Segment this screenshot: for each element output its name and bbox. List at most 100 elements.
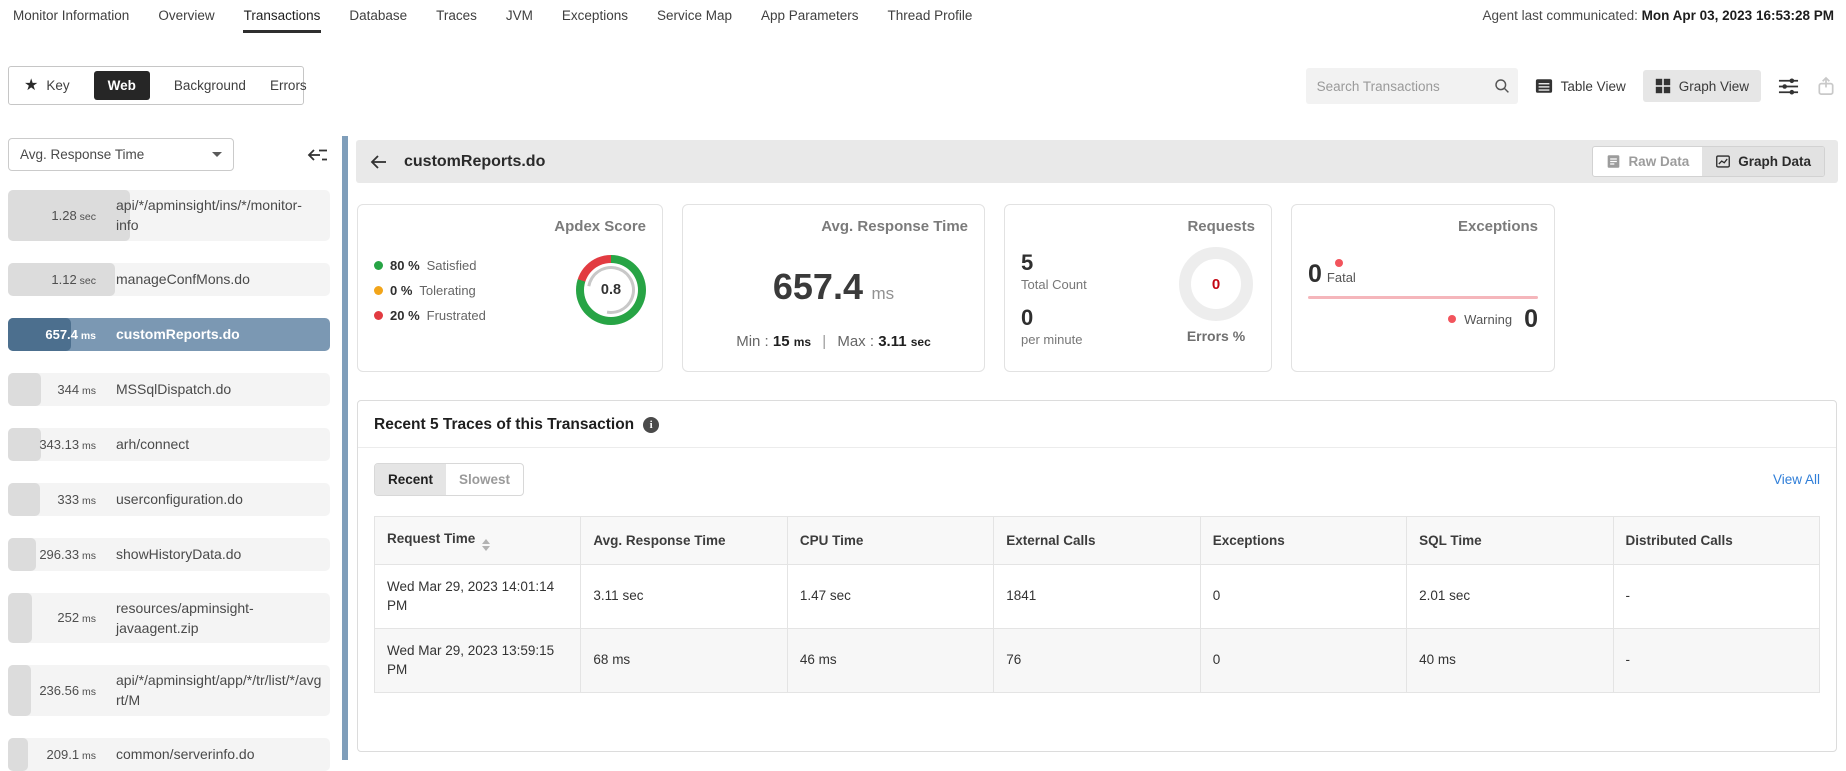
sidebar-transaction-item[interactable]: 344 ms MSSqlDispatch.do (8, 372, 330, 406)
info-icon[interactable]: i (643, 417, 660, 433)
col-sql-time[interactable]: SQL Time (1406, 516, 1614, 565)
nav-item-transactions[interactable]: Transactions (242, 0, 322, 33)
graph-data-button[interactable]: Graph Data (1702, 147, 1824, 176)
col-request-time[interactable]: Request Time (373, 516, 582, 565)
requests-per-minute-label: per minute (1021, 332, 1083, 348)
errors-gauge: 0 (1179, 247, 1253, 321)
sidebar-transaction-item[interactable]: 236.56 ms api/*/apminsight/app/*/tr/list/… (8, 665, 330, 716)
agent-timestamp: Mon Apr 03, 2023 16:53:28 PM (1641, 8, 1834, 23)
sort-by-dropdown[interactable]: Avg. Response Time (8, 138, 234, 171)
tab-recent[interactable]: Recent (375, 464, 447, 495)
tab-web[interactable]: Web (93, 71, 150, 100)
col-cpu-time[interactable]: CPU Time (786, 516, 995, 565)
sidebar-transaction-item[interactable]: 343.13 ms arh/connect (8, 427, 330, 461)
graph-view-button[interactable]: Graph View (1642, 70, 1761, 102)
apdex-score-value: 0.8 (600, 282, 622, 298)
response-time-value: 1.28 sec (51, 207, 96, 223)
response-time-bar (8, 317, 71, 351)
trace-row[interactable]: Wed Mar 29, 2023 13:59:15 PM 68 ms 46 ms 76… (373, 628, 1821, 693)
raw-data-button[interactable]: Raw Data (1593, 147, 1702, 176)
sidebar-transaction-item[interactable]: 209.1 ms common/serverinfo.do (8, 737, 330, 771)
main-detail-area: customReports.do Raw Data Graph Data Apd… (356, 140, 1838, 760)
tab-slowest[interactable]: Slowest (459, 472, 511, 487)
response-time-value: 296.33 ms (39, 546, 96, 562)
response-time-bar (8, 665, 31, 716)
nav-item-database[interactable]: Database (349, 8, 408, 23)
apdex-legend-item: 20 % Frustrated (374, 308, 562, 323)
sidebar-transaction-item[interactable]: 657.4 ms customReports.do (8, 317, 330, 351)
response-time-bar (8, 190, 130, 241)
tab-key[interactable]: ★ Key (24, 77, 70, 94)
trace-row[interactable]: Wed Mar 29, 2023 14:01:14 PM 3.11 sec 1.47… (373, 564, 1821, 629)
nav-item-thread-profile[interactable]: Thread Profile (887, 8, 973, 23)
min-unit: ms (793, 335, 812, 349)
errors-label: Errors % (1186, 328, 1246, 344)
response-time-value: 657.4 ms (45, 326, 96, 342)
trace-cell: 0 (1199, 564, 1408, 629)
response-time-value: 236.56 ms (39, 682, 96, 698)
warning-count: 0 (1524, 305, 1538, 333)
response-time-bar (8, 537, 36, 571)
sidebar-transaction-item[interactable]: 1.28 sec api/*/apminsight/ins/*/monitor-i… (8, 190, 330, 241)
trace-cell: 1841 (993, 564, 1201, 629)
response-time-bar (8, 592, 32, 644)
search-input[interactable] (1316, 78, 1494, 94)
min-label: Min : (736, 333, 769, 350)
traces-table-body: Wed Mar 29, 2023 14:01:14 PM 3.11 sec 1.47… (373, 564, 1821, 693)
response-time-value: 252 ms (57, 610, 96, 626)
nav-item-jvm[interactable]: JVM (505, 8, 533, 23)
response-time-value: 1.12 sec (51, 271, 96, 287)
nav-item-traces[interactable]: Traces (436, 8, 477, 23)
sidebar-transaction-item[interactable]: 1.12 sec manageConfMons.do (8, 262, 330, 296)
data-view-toggle: Raw Data Graph Data (1592, 146, 1825, 177)
exceptions-sparkline (1308, 296, 1538, 299)
card-title: Requests (1187, 218, 1255, 235)
apdex-legend: 80 % Satisfied 0 % Tolerating 20 % Frustrated (374, 258, 562, 323)
tab-errors[interactable]: Errors (270, 78, 307, 93)
legend-dot (374, 260, 383, 270)
nav-item-app-parameters[interactable]: App Parameters (761, 8, 859, 23)
transaction-name: api/*/apminsight/app/*/tr/list/*/avgrt/M (116, 672, 322, 709)
response-time-value: 209.1 ms (46, 746, 96, 762)
share-icon[interactable] (1816, 76, 1836, 97)
tab-background-label: Background (173, 78, 246, 93)
fatal-exceptions: 0 Fatal (1308, 259, 1538, 286)
top-nav-items: Monitor Information Overview Transactions D… (12, 0, 973, 33)
col-external-calls[interactable]: External Calls (993, 516, 1201, 565)
sidebar-transaction-item[interactable]: 252 ms resources/apminsight-javaagent.zip (8, 592, 330, 644)
nav-item-overview[interactable]: Overview (158, 8, 215, 23)
nav-item-monitor-information[interactable]: Monitor Information (13, 8, 130, 23)
tab-background[interactable]: Background (174, 78, 246, 93)
warning-label: Warning (1464, 311, 1513, 327)
card-title: Apdex Score (554, 218, 646, 235)
chevron-down-icon (212, 152, 222, 157)
collapse-sidebar-icon[interactable] (306, 145, 330, 165)
nav-item-service-map[interactable]: Service Map (656, 8, 732, 23)
sidebar-transaction-item[interactable]: 296.33 ms showHistoryData.do (8, 537, 330, 571)
card-title: Exceptions (1457, 218, 1538, 235)
nav-item-exceptions[interactable]: Exceptions (561, 8, 628, 23)
col-exceptions[interactable]: Exceptions (1199, 516, 1408, 565)
raw-data-label: Raw Data (1628, 154, 1690, 169)
sidebar-transaction-item[interactable]: 333 ms userconfiguration.do (8, 482, 330, 516)
requests-card: Requests 5 Total Count 0 per minute 0 Er… (1004, 204, 1272, 372)
filter-sliders-icon[interactable] (1778, 76, 1799, 97)
trace-cell: 46 ms (786, 628, 995, 693)
col-distributed-calls[interactable]: Distributed Calls (1612, 516, 1821, 565)
avg-response-time-unit: ms (871, 284, 895, 303)
search-box[interactable] (1305, 68, 1518, 104)
trace-cell: Wed Mar 29, 2023 14:01:14 PM (373, 564, 582, 629)
trace-cell: Wed Mar 29, 2023 13:59:15 PM (373, 628, 582, 693)
back-arrow-icon[interactable] (369, 153, 389, 171)
sidebar-main-divider (342, 136, 348, 760)
trace-cell: 40 ms (1406, 628, 1614, 693)
sort-icon[interactable] (482, 538, 491, 551)
grid-icon (1655, 78, 1671, 94)
graph-data-label: Graph Data (1738, 154, 1811, 169)
response-time-bar (8, 262, 115, 296)
col-avg-response-time[interactable]: Avg. Response Time (580, 516, 788, 565)
view-all-link[interactable]: View All (1772, 472, 1820, 487)
max-label: Max : (837, 333, 875, 350)
response-time-bar (8, 482, 40, 516)
table-view-button[interactable]: Table View (1535, 77, 1626, 95)
